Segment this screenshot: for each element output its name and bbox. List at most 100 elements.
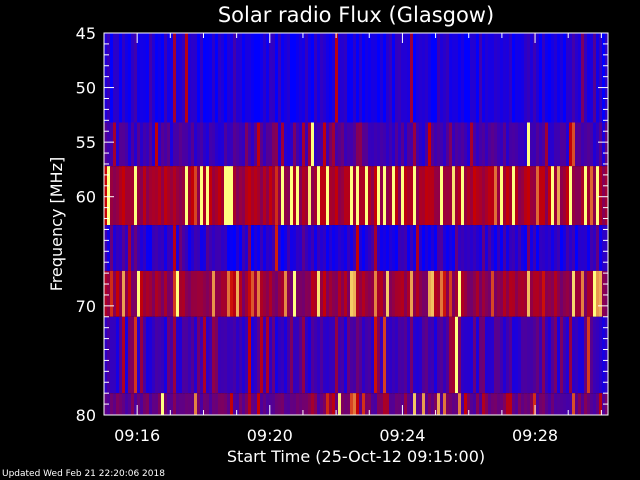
heatmap-cell xyxy=(329,225,333,271)
heatmap-cell xyxy=(227,166,231,226)
heatmap-cell xyxy=(158,393,162,415)
heatmap-cell xyxy=(509,225,513,271)
heatmap-cell xyxy=(524,316,528,394)
heatmap-cell xyxy=(491,122,495,167)
heatmap-cell xyxy=(581,270,585,317)
heatmap-cell xyxy=(263,270,267,317)
heatmap-cell xyxy=(527,225,531,271)
heatmap-cell xyxy=(596,33,600,123)
heatmap-cell xyxy=(506,316,510,394)
heatmap-cell xyxy=(398,122,402,167)
heatmap-cell xyxy=(284,122,288,167)
heatmap-cell xyxy=(446,316,450,394)
heatmap-cell xyxy=(143,166,147,226)
heatmap-cell xyxy=(473,393,477,415)
heatmap-cell xyxy=(317,33,321,123)
heatmap-cell xyxy=(593,393,597,415)
heatmap-cell xyxy=(272,33,276,123)
heatmap-cell xyxy=(302,316,306,394)
heatmap-cell xyxy=(191,33,195,123)
heatmap-cell xyxy=(176,122,180,167)
heatmap-cell xyxy=(380,122,384,167)
heatmap-cell xyxy=(428,393,432,415)
heatmap-cell xyxy=(179,225,183,271)
heatmap-cell xyxy=(245,270,249,317)
heatmap-cell xyxy=(221,316,225,394)
heatmap-cell xyxy=(314,316,318,394)
heatmap-cell xyxy=(161,122,165,167)
heatmap-cell xyxy=(392,166,396,226)
heatmap-cell xyxy=(263,33,267,123)
heatmap-cell xyxy=(317,393,321,415)
heatmap-cell xyxy=(374,122,378,167)
heatmap-cell xyxy=(506,225,510,271)
heatmap-cell xyxy=(311,225,315,271)
heatmap-cell xyxy=(221,166,225,226)
heatmap-cell xyxy=(515,166,519,226)
heatmap-cell xyxy=(530,33,534,123)
heatmap-cell xyxy=(494,122,498,167)
heatmap-cell xyxy=(365,270,369,317)
heatmap-cell xyxy=(113,316,117,394)
heatmap-cell xyxy=(569,270,573,317)
heatmap-cell xyxy=(323,393,327,415)
heatmap-cell xyxy=(362,166,366,226)
heatmap-cell xyxy=(350,393,354,415)
y-axis-label: Frequency [MHz] xyxy=(47,157,66,291)
heatmap-cell xyxy=(125,33,129,123)
heatmap-cell xyxy=(413,166,417,226)
heatmap-cell xyxy=(311,33,315,123)
heatmap-cell xyxy=(263,225,267,271)
heatmap-cell xyxy=(398,393,402,415)
heatmap-cell xyxy=(428,270,432,317)
heatmap-cell xyxy=(326,122,330,167)
heatmap-cell xyxy=(449,270,453,317)
heatmap-cell xyxy=(299,393,303,415)
heatmap-cell xyxy=(329,166,333,226)
heatmap-cell xyxy=(551,393,555,415)
heatmap-cell xyxy=(275,166,279,226)
heatmap-cell xyxy=(185,316,189,394)
heatmap-cell xyxy=(374,225,378,271)
heatmap-cell xyxy=(455,33,459,123)
heatmap-cell xyxy=(239,270,243,317)
heatmap-cell xyxy=(110,225,114,271)
heatmap-cell xyxy=(212,122,216,167)
heatmap-cell xyxy=(494,33,498,123)
heatmap-cell xyxy=(227,393,231,415)
heatmap-cell xyxy=(233,393,237,415)
heatmap-cell xyxy=(497,270,501,317)
heatmap-cell xyxy=(290,393,294,415)
heatmap-cell xyxy=(440,33,444,123)
heatmap-cell xyxy=(425,225,429,271)
heatmap-cell xyxy=(464,270,468,317)
heatmap-cell xyxy=(413,33,417,123)
heatmap-cell xyxy=(449,393,453,415)
heatmap-cell xyxy=(365,166,369,226)
heatmap-cell xyxy=(200,393,204,415)
heatmap-cell xyxy=(368,225,372,271)
heatmap-cell xyxy=(107,225,111,271)
heatmap-cell xyxy=(434,316,438,394)
heatmap-cell xyxy=(452,225,456,271)
heatmap-cell xyxy=(482,225,486,271)
heatmap-cell xyxy=(338,33,342,123)
heatmap-cell xyxy=(143,393,147,415)
heatmap-cell xyxy=(494,393,498,415)
heatmap-cell xyxy=(416,316,420,394)
heatmap-cell xyxy=(152,393,156,415)
heatmap-cell xyxy=(362,270,366,317)
heatmap-cell xyxy=(152,122,156,167)
heatmap-cell xyxy=(116,316,120,394)
heatmap-cell xyxy=(272,316,276,394)
heatmap-cell xyxy=(335,122,339,167)
heatmap-cell xyxy=(209,166,213,226)
heatmap-cell xyxy=(398,33,402,123)
heatmap-cell xyxy=(569,316,573,394)
heatmap-cell xyxy=(200,225,204,271)
heatmap-cell xyxy=(275,316,279,394)
heatmap-cell xyxy=(383,166,387,226)
heatmap-cell xyxy=(278,166,282,226)
heatmap-cell xyxy=(419,316,423,394)
heatmap-cell xyxy=(254,225,258,271)
